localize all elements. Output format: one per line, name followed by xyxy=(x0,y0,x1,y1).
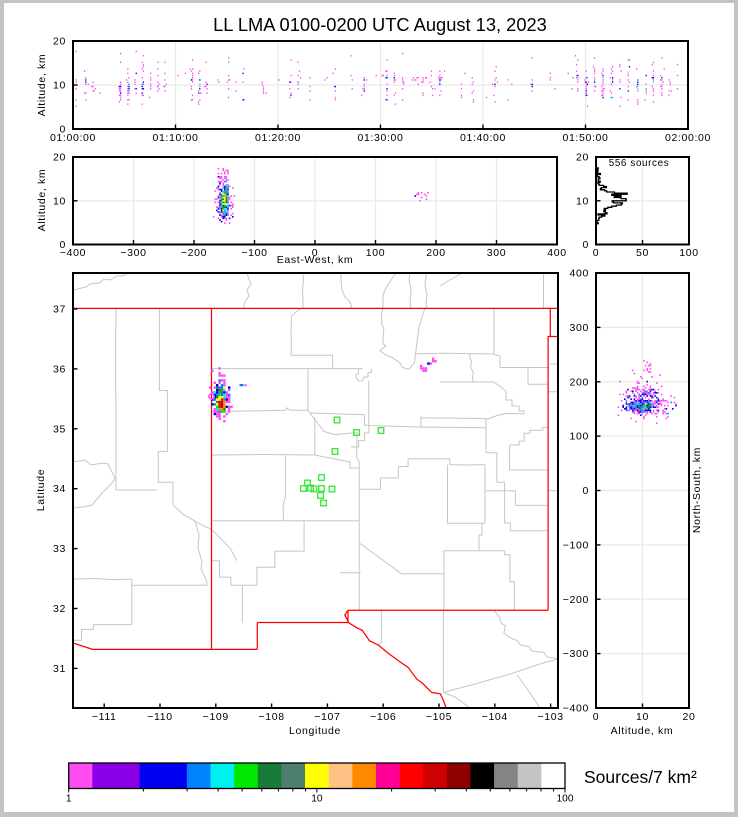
svg-text:0: 0 xyxy=(593,247,600,259)
svg-text:0: 0 xyxy=(593,711,600,723)
svg-text:20: 20 xyxy=(576,152,589,164)
svg-text:100: 100 xyxy=(557,794,574,805)
svg-text:100: 100 xyxy=(366,247,385,259)
svg-text:01:30:00: 01:30:00 xyxy=(357,132,403,144)
svg-text:Sources/7 km²: Sources/7 km² xyxy=(584,767,697,787)
svg-text:200: 200 xyxy=(570,376,589,388)
svg-text:−109: −109 xyxy=(203,711,229,723)
svg-text:400: 400 xyxy=(570,268,589,280)
svg-text:37: 37 xyxy=(53,304,66,316)
svg-text:01:00:00: 01:00:00 xyxy=(50,132,96,144)
svg-text:Longitude: Longitude xyxy=(289,725,341,737)
svg-text:34: 34 xyxy=(53,483,66,495)
svg-text:20: 20 xyxy=(683,711,696,723)
svg-text:20: 20 xyxy=(53,152,66,164)
svg-text:Altitude, km: Altitude, km xyxy=(611,725,674,737)
svg-text:Altitude, km: Altitude, km xyxy=(36,54,48,117)
svg-text:−105: −105 xyxy=(426,711,452,723)
svg-text:400: 400 xyxy=(547,247,566,259)
svg-text:100: 100 xyxy=(679,247,698,259)
svg-text:−200: −200 xyxy=(181,247,207,259)
svg-text:31: 31 xyxy=(53,663,66,675)
svg-text:01:40:00: 01:40:00 xyxy=(460,132,506,144)
svg-text:−108: −108 xyxy=(258,711,284,723)
svg-text:300: 300 xyxy=(570,322,589,334)
svg-text:−107: −107 xyxy=(314,711,340,723)
svg-text:200: 200 xyxy=(426,247,445,259)
svg-text:100: 100 xyxy=(570,431,589,443)
svg-text:300: 300 xyxy=(487,247,506,259)
svg-text:−103: −103 xyxy=(537,711,563,723)
svg-text:556 sources: 556 sources xyxy=(609,158,670,169)
svg-text:−300: −300 xyxy=(563,648,589,660)
svg-text:36: 36 xyxy=(53,363,66,375)
svg-text:20: 20 xyxy=(53,36,66,48)
svg-text:50: 50 xyxy=(636,247,649,259)
svg-text:−104: −104 xyxy=(482,711,508,723)
svg-text:02:00:00: 02:00:00 xyxy=(665,132,711,144)
svg-text:33: 33 xyxy=(53,543,66,555)
svg-text:10: 10 xyxy=(311,794,323,805)
svg-text:−100: −100 xyxy=(241,247,267,259)
svg-text:Latitude: Latitude xyxy=(35,469,47,512)
svg-text:32: 32 xyxy=(53,603,66,615)
svg-text:−100: −100 xyxy=(563,539,589,551)
svg-text:−106: −106 xyxy=(370,711,396,723)
svg-text:−110: −110 xyxy=(147,711,172,723)
svg-text:Altitude, km: Altitude, km xyxy=(36,169,48,232)
svg-text:0: 0 xyxy=(60,124,67,136)
svg-text:−300: −300 xyxy=(120,247,146,259)
svg-text:0: 0 xyxy=(583,485,590,497)
svg-text:01:10:00: 01:10:00 xyxy=(152,132,198,144)
svg-text:10: 10 xyxy=(53,80,66,92)
svg-text:−111: −111 xyxy=(92,711,117,723)
svg-text:−400: −400 xyxy=(60,247,86,259)
svg-text:35: 35 xyxy=(53,423,66,435)
svg-text:0: 0 xyxy=(60,239,67,251)
svg-text:−400: −400 xyxy=(563,703,589,715)
svg-text:0: 0 xyxy=(583,239,590,251)
svg-text:10: 10 xyxy=(576,195,589,207)
svg-text:North-South, km: North-South, km xyxy=(691,447,703,533)
svg-text:0: 0 xyxy=(312,247,319,259)
svg-text:−200: −200 xyxy=(563,594,589,606)
svg-text:01:50:00: 01:50:00 xyxy=(562,132,608,144)
svg-text:10: 10 xyxy=(53,195,66,207)
svg-text:LL LMA 0100-0200 UTC August 13: LL LMA 0100-0200 UTC August 13, 2023 xyxy=(213,14,547,35)
svg-text:1: 1 xyxy=(66,794,72,805)
svg-text:10: 10 xyxy=(636,711,649,723)
svg-text:01:20:00: 01:20:00 xyxy=(255,132,301,144)
svg-text:East-West, km: East-West, km xyxy=(277,254,354,266)
